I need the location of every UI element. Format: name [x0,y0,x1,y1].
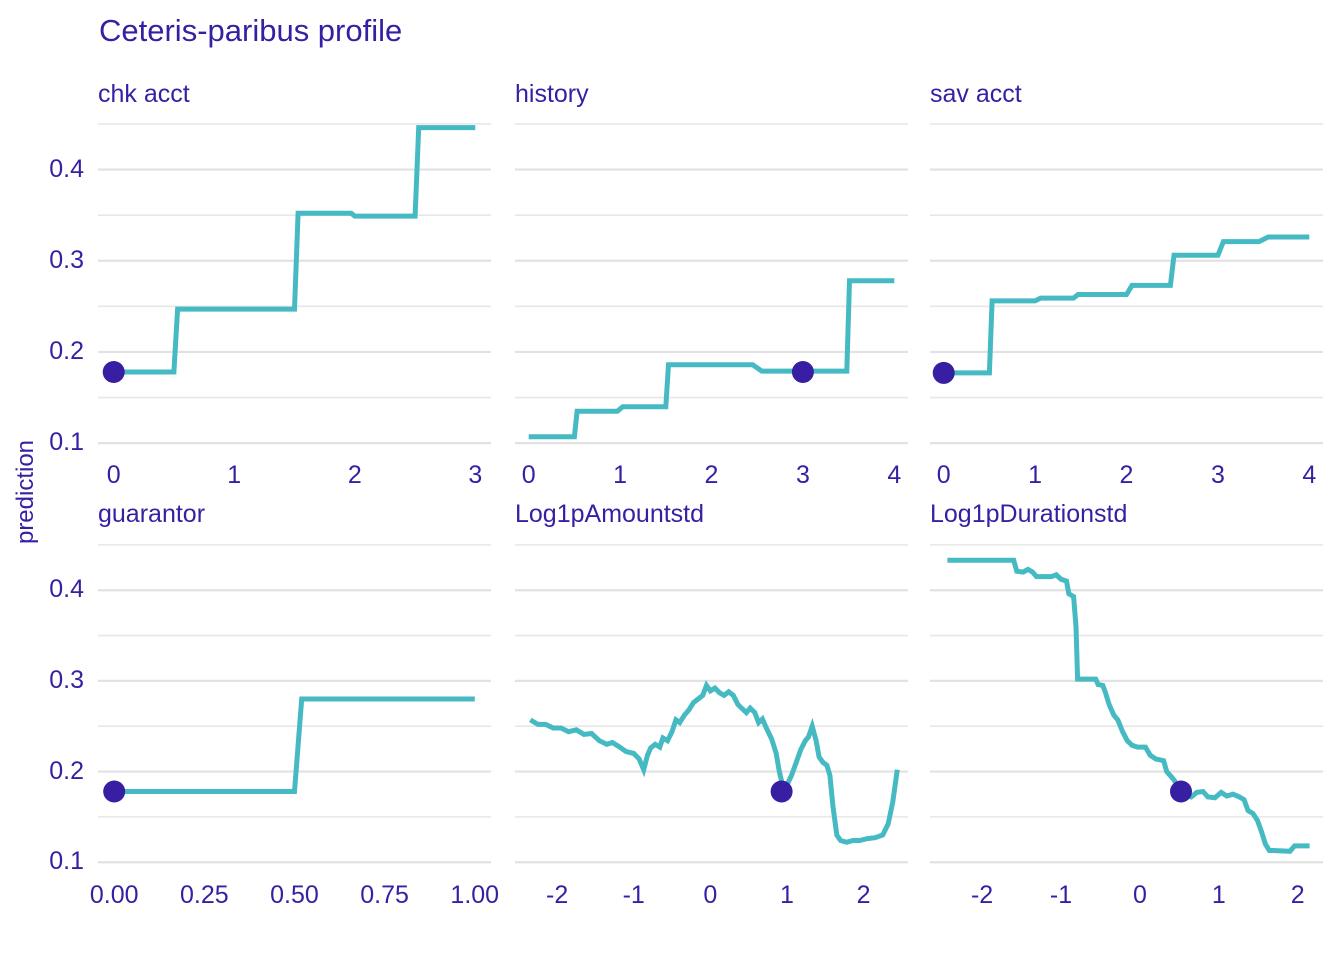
x-tick-label: -2 [970,881,994,909]
y-tick-label: 0.2 [49,756,84,785]
x-tick-label: 0.50 [270,881,319,909]
profile-line-log1pdurationstd [947,557,1310,854]
x-tick-label: 0 [1132,881,1147,909]
x-tick-label: 2 [1119,461,1134,489]
x-tick-label: 3 [468,461,483,489]
facet-strip-chk-acct: chk acct [98,80,190,108]
y-tick-label: 0.1 [49,847,84,876]
facet-plot-sav-acct [930,123,1323,445]
observation-point-log1pamountstd [770,780,793,803]
facet-plot-log1pamountstd [515,544,908,864]
facet-strip-guarantor: guarantor [98,500,206,528]
y-tick-label: 0.3 [49,245,84,274]
x-tick-label: 0.75 [360,881,409,909]
x-tick-label: 1 [613,461,628,489]
y-tick-label: 0.1 [49,428,84,457]
x-tick-label: 0.25 [180,881,229,909]
x-tick-label: 4 [1302,461,1317,489]
facet-plot-guarantor [98,544,491,864]
x-tick-label: 2 [1290,881,1305,909]
y-tick-label: 0.4 [49,575,84,604]
x-tick-label: 3 [1210,461,1225,489]
observation-point-history [791,361,814,383]
x-tick-label: 2 [856,881,871,909]
observation-point-sav-acct [932,361,955,384]
x-tick-label: 0 [936,461,951,489]
x-tick-label: 3 [795,461,810,489]
x-tick-label: -1 [1049,881,1073,909]
profile-line-sav-acct [943,234,1310,376]
facet-strip-log1pamountstd: Log1pAmountstd [515,500,705,528]
x-tick-label: -2 [546,881,569,909]
profile-line-chk-acct [113,125,476,375]
y-tick-label: 0.4 [49,154,84,183]
x-tick-label: 1 [1211,881,1226,909]
x-tick-label: 0.00 [89,881,139,909]
x-tick-label: 0 [521,461,536,489]
x-tick-label: 4 [887,461,902,489]
observation-point-chk-acct [102,361,125,383]
x-tick-label: 2 [704,461,719,489]
profile-line-guarantor [114,696,475,794]
x-tick-label: 1 [227,461,242,489]
profile-line-log1pamountstd [529,680,900,845]
x-tick-label: 1 [1028,461,1043,489]
y-tick-label: 0.2 [49,336,84,365]
x-tick-label: 2 [347,461,362,489]
facet-plot-history [515,123,908,445]
facet-strip-log1pdurationstd: Log1pDurationstd [930,500,1128,528]
chart-title: Ceteris-paribus profile [99,13,403,48]
facet-plot-chk-acct [98,123,491,445]
x-tick-label: 1.00 [450,881,500,909]
x-tick-label: 0 [106,461,121,489]
y-tick-label: 0.3 [49,665,84,694]
facet-strip-history: history [515,80,589,108]
observation-point-log1pdurationstd [1170,780,1192,803]
facet-strip-sav-acct: sav acct [930,80,1022,108]
x-tick-label: -1 [622,881,645,909]
observation-point-guarantor [103,780,126,803]
x-tick-label: 1 [780,881,794,909]
profile-line-history [528,278,895,440]
facet-plot-log1pdurationstd [930,544,1323,864]
x-tick-label: 0 [703,881,718,909]
